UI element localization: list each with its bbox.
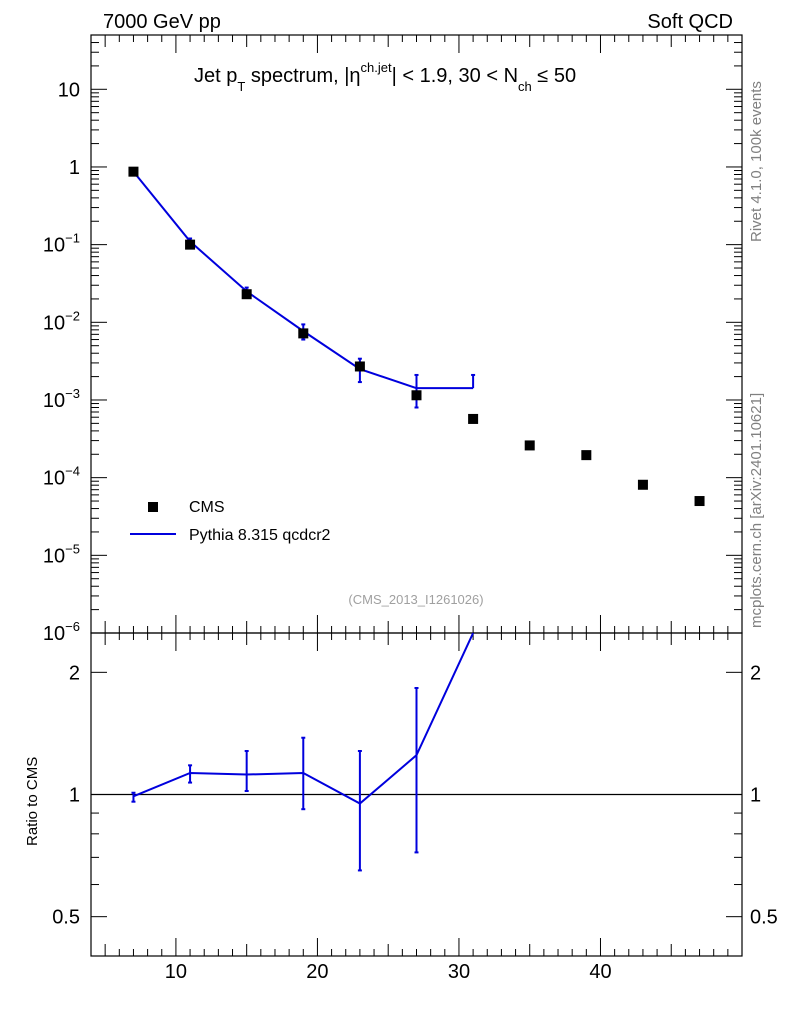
ratio-series — [131, 632, 475, 872]
header-left: 7000 GeV pp — [103, 11, 221, 33]
cms-data-point — [241, 289, 252, 300]
main-ytick-label: 10−4 — [43, 464, 80, 490]
legend-label-pythia: Pythia 8.315 qcdcr2 — [189, 527, 331, 544]
main-series — [128, 166, 705, 507]
ratio-ytick-label-right: 2 — [750, 662, 761, 684]
cms-data-point — [524, 440, 535, 451]
legend-label-cms: CMS — [189, 499, 225, 516]
legend-marker-cms — [148, 502, 158, 512]
cms-data-point — [185, 239, 196, 250]
ratio-xtick-label: 10 — [165, 961, 187, 983]
main-ytick-label: 10−5 — [43, 541, 80, 567]
ratio-xtick-label: 20 — [306, 961, 328, 983]
pythia-line — [132, 171, 417, 390]
ratio-xtick-label: 40 — [589, 961, 611, 983]
ratio-ytick-label-right: 1 — [750, 785, 761, 807]
main-ytick-label: 10−3 — [43, 386, 80, 412]
header-right: Soft QCD — [647, 11, 733, 33]
legend: CMS Pythia 8.315 qcdcr2 — [130, 499, 331, 544]
cms-data-point — [694, 496, 705, 507]
cms-data-point — [354, 361, 365, 372]
main-ytick-label: 10−6 — [43, 619, 80, 645]
cms-data-point — [637, 479, 648, 490]
ratio-ytick-label-right: 0.5 — [750, 907, 778, 929]
ratio-ytick-label-left: 0.5 — [52, 907, 80, 929]
cms-data-point — [128, 166, 139, 177]
ratio-xtick-label: 30 — [448, 961, 470, 983]
mcplots-label: mcplots.cern.ch [arXiv:2401.10621] — [748, 393, 765, 628]
cms-data-point — [411, 390, 422, 401]
rivet-label: Rivet 4.1.0, 100k events — [748, 81, 765, 242]
cms-data-point — [468, 413, 479, 424]
ratio-ytick-label-left: 1 — [69, 785, 80, 807]
ratio-ytick-label-left: 2 — [69, 662, 80, 684]
ratio-ylabel: Ratio to CMS — [24, 757, 41, 846]
main-ytick-label: 10−2 — [43, 308, 80, 334]
cms-data-point — [581, 450, 592, 461]
analysis-watermark: (CMS_2013_I1261026) — [348, 592, 483, 607]
main-ytick-label: 1 — [69, 157, 80, 179]
cms-data-point — [298, 328, 309, 339]
main-axis-ticks: 10 1 10−1 10−2 10−3 10−4 10−5 10−6 — [43, 34, 742, 645]
ratio-axis-ticks: 10 20 30 40 0.5 0.5 1 1 2 2 — [52, 633, 778, 983]
main-ytick-label: 10−1 — [43, 231, 80, 257]
main-ytick-label: 10 — [58, 79, 80, 101]
plot-title: Jet pT spectrum, |ηch.jet| < 1.9, 30 < N… — [194, 60, 576, 94]
